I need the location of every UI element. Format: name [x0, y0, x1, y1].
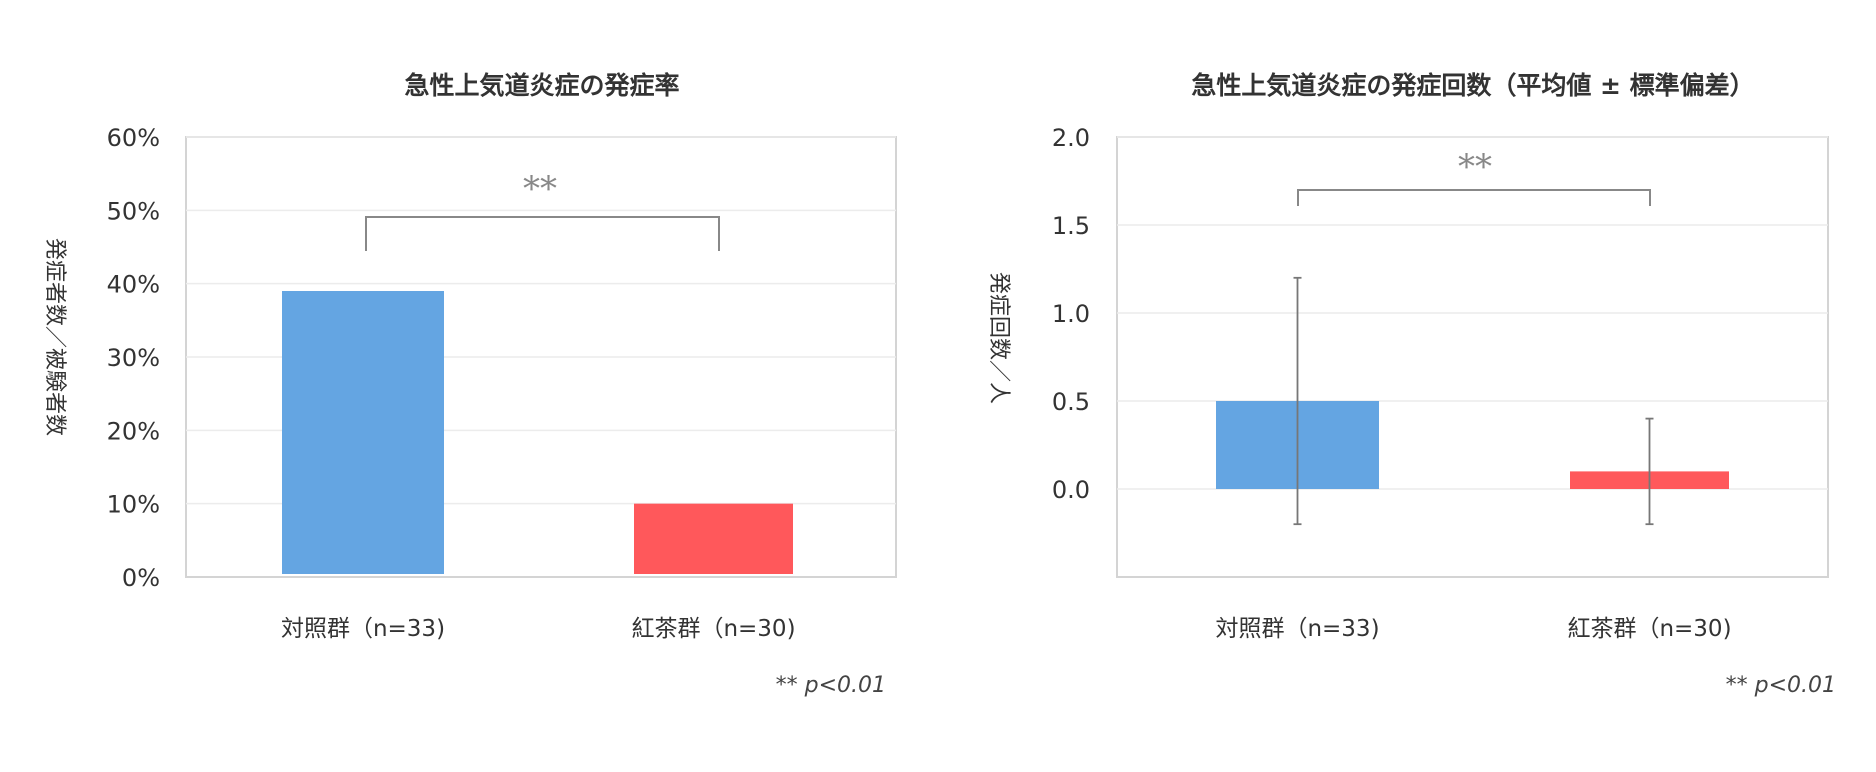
- chart-1: 急性上気道炎症の発症率 発症者数／被験者数 ** ** p<0.01 0% 10%…: [42, 71, 897, 698]
- chart-2-category-label: 対照群（n=33): [1215, 616, 1379, 642]
- chart-2-category-label: 紅茶群（n=30): [1567, 616, 1731, 642]
- chart-1-significance: **: [523, 169, 557, 209]
- chart-1-significance-bracket: [365, 216, 720, 251]
- chart-1-footnote: ** p<0.01: [776, 673, 886, 698]
- chart-1-tick-label: 50%: [107, 197, 160, 225]
- chart-1-title: 急性上気道炎症の発症率: [404, 71, 679, 100]
- chart-1-bar-1: [282, 291, 444, 574]
- chart-1-tick-label: 20%: [107, 417, 160, 445]
- chart-2-significance: **: [1458, 147, 1492, 187]
- chart-2-tick-label: 1.0: [1052, 300, 1090, 328]
- chart-1-tick-label: 30%: [107, 344, 160, 372]
- chart-1-ylabel: 発症者数／被験者数: [42, 238, 67, 436]
- chart-2-significance-bracket: [1297, 189, 1651, 206]
- chart-1-tick-label: 60%: [107, 124, 160, 152]
- chart-2-title: 急性上気道炎症の発症回数（平均値 ± 標準偏差）: [1191, 71, 1754, 100]
- chart-2-tick-label: 0.5: [1052, 388, 1090, 416]
- chart-1-category-label: 紅茶群（n=30): [631, 616, 795, 642]
- chart-2-tick-label: 0.0: [1052, 476, 1090, 504]
- chart-2-plot-frame: [1116, 136, 1829, 578]
- chart-1-tick-label: 0%: [122, 564, 160, 592]
- chart-1-tick-label: 10%: [107, 491, 160, 519]
- chart-1-bar-2: [634, 503, 793, 574]
- chart-2-tick-label: 2.0: [1052, 124, 1090, 152]
- chart-2-tick-label: 1.5: [1052, 212, 1090, 240]
- chart-1-tick-label: 40%: [107, 271, 160, 299]
- chart-2: 急性上気道炎症の発症回数（平均値 ± 標準偏差） 発症回数／人 ** ** p<…: [986, 71, 1836, 698]
- chart-2-footnote: ** p<0.01: [1726, 673, 1836, 698]
- chart-1-category-label: 対照群（n=33): [281, 616, 445, 642]
- chart-2-ylabel: 発症回数／人: [986, 272, 1011, 404]
